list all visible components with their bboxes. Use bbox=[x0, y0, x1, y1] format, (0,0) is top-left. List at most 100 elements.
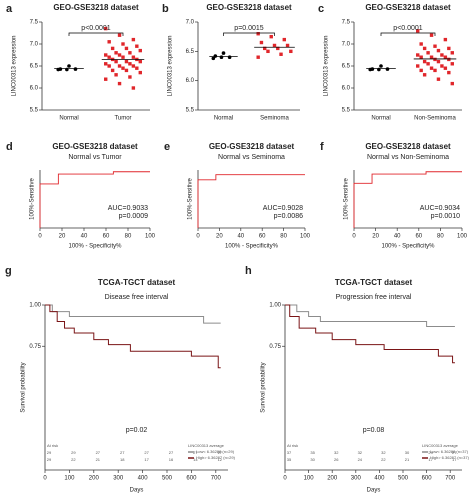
x-tick-label: 20 bbox=[59, 234, 66, 240]
x-tick-label: 20 bbox=[372, 234, 379, 240]
dot bbox=[131, 55, 136, 59]
chart-subtitle: Normal vs Tumor bbox=[68, 154, 122, 161]
p-value: p=0.08 bbox=[363, 427, 385, 434]
risk-count: 17 bbox=[144, 457, 149, 462]
panel-label: c bbox=[318, 3, 324, 15]
dot bbox=[272, 43, 277, 48]
dot bbox=[117, 81, 122, 86]
y-tick-label: 5.5 bbox=[30, 108, 39, 114]
survival-curve bbox=[45, 304, 221, 324]
dot bbox=[121, 66, 125, 70]
dot bbox=[135, 44, 139, 48]
panel-label: f bbox=[320, 141, 324, 153]
p-value: p<0.0001 bbox=[393, 25, 422, 32]
y-tick-label: 7.0 bbox=[30, 42, 39, 48]
dot bbox=[447, 46, 451, 51]
dot bbox=[107, 64, 111, 68]
dot bbox=[263, 46, 267, 51]
chart-title: GEO-GSE3218 dataset bbox=[365, 142, 451, 151]
dot bbox=[131, 64, 136, 68]
dot bbox=[114, 59, 118, 64]
risk-count: 27 bbox=[120, 450, 125, 455]
dot bbox=[285, 43, 290, 48]
survival-curve bbox=[285, 304, 455, 364]
dot bbox=[447, 70, 451, 75]
dot bbox=[213, 54, 218, 58]
dot bbox=[256, 32, 260, 36]
chart-title: GEO-GSE3218 dataset bbox=[209, 142, 295, 151]
risk-label: At risk bbox=[287, 443, 298, 448]
x-tick-label: 80 bbox=[280, 234, 287, 240]
risk-count: 27 bbox=[193, 450, 198, 455]
x-tick-label: 700 bbox=[445, 476, 456, 482]
dot bbox=[256, 55, 260, 59]
survival-curve bbox=[45, 304, 221, 369]
dot bbox=[422, 59, 427, 64]
risk-count: 37 bbox=[287, 450, 292, 455]
y-tick-label: 0.75 bbox=[269, 344, 281, 350]
risk-count: 27 bbox=[218, 450, 223, 455]
dot bbox=[429, 66, 434, 70]
dot bbox=[117, 64, 122, 68]
risk-count: 22 bbox=[71, 457, 76, 462]
y-tick-label: 7.5 bbox=[30, 20, 39, 26]
y-tick-label: 1.00 bbox=[269, 303, 281, 309]
dot bbox=[117, 53, 122, 57]
x-tick-label: 40 bbox=[237, 234, 244, 240]
p-value: p=0.02 bbox=[126, 427, 148, 434]
dot bbox=[450, 51, 454, 55]
dot bbox=[58, 67, 63, 71]
risk-count: 16 bbox=[169, 457, 174, 462]
x-tick-label: 700 bbox=[211, 476, 222, 482]
chart-subtitle: Progression free interval bbox=[336, 294, 412, 301]
y-axis-label: 100%-Sensitive bbox=[344, 177, 350, 219]
dot bbox=[219, 55, 224, 59]
risk-count: 30 bbox=[310, 457, 315, 462]
legend-title: LINC00313 average bbox=[188, 443, 225, 448]
dot bbox=[128, 51, 132, 55]
annotation: AUC=0.9034 bbox=[420, 205, 460, 212]
y-tick-label: 1.00 bbox=[29, 303, 41, 309]
risk-count: 22 bbox=[381, 457, 386, 462]
dot bbox=[419, 55, 423, 59]
dot bbox=[385, 67, 390, 71]
risk-count: 29 bbox=[428, 450, 433, 455]
annotation: AUC=0.9028 bbox=[263, 205, 303, 212]
legend-label: Low< 6.36288 (n=29) bbox=[196, 449, 235, 454]
risk-count: 21 bbox=[96, 457, 101, 462]
x-tick-label: 100 bbox=[304, 476, 315, 482]
panel-label: d bbox=[6, 141, 13, 153]
x-tick-label: 100 bbox=[145, 234, 156, 240]
x-tick-label: Normal bbox=[214, 116, 233, 122]
panel-label: h bbox=[245, 265, 252, 277]
y-tick-label: 6.5 bbox=[30, 64, 39, 70]
panel-label: e bbox=[164, 141, 170, 153]
dot bbox=[211, 56, 216, 61]
dot bbox=[422, 46, 427, 51]
x-tick-label: 60 bbox=[259, 234, 266, 240]
annotation: p=0.0009 bbox=[119, 213, 148, 220]
dot bbox=[436, 77, 441, 81]
x-tick-label: 600 bbox=[186, 476, 197, 482]
dot bbox=[121, 42, 125, 46]
dot bbox=[128, 62, 132, 66]
chart-title: TCGA-TGCT dataset bbox=[335, 278, 413, 287]
roc-curve bbox=[39, 171, 150, 228]
legend-label: High> 6.36287 (n=29) bbox=[196, 455, 236, 460]
y-tick-label: 0.75 bbox=[29, 344, 41, 350]
y-tick-label: 7.5 bbox=[342, 20, 351, 26]
dot bbox=[227, 55, 232, 59]
risk-count: 14 bbox=[193, 457, 198, 462]
dot bbox=[289, 49, 293, 54]
dot bbox=[276, 46, 280, 51]
legend-label: High> 6.36287 (n=37) bbox=[430, 455, 470, 460]
dot bbox=[110, 46, 115, 51]
risk-count: 24 bbox=[358, 457, 363, 462]
annotation: p=0.0086 bbox=[274, 213, 303, 220]
risk-count: 27 bbox=[144, 450, 149, 455]
x-tick-label: 500 bbox=[162, 476, 173, 482]
dot bbox=[440, 64, 444, 68]
x-tick-label: 500 bbox=[398, 476, 409, 482]
x-tick-label: 40 bbox=[394, 234, 401, 240]
